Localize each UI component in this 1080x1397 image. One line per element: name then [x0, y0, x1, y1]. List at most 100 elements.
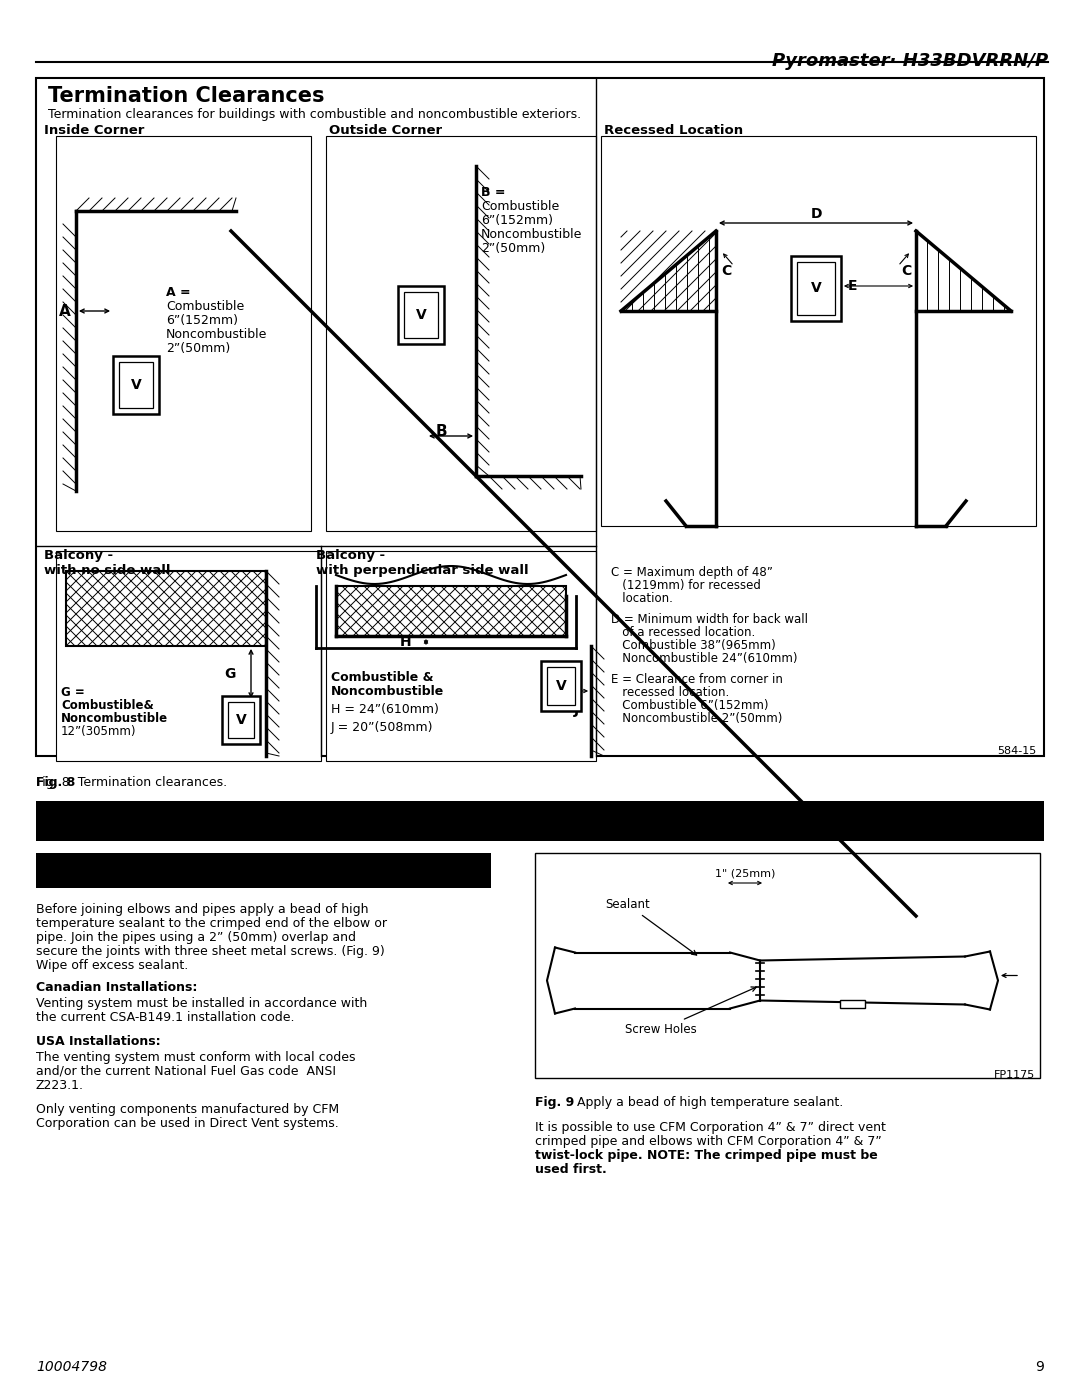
- Text: Fig. 8: Fig. 8: [36, 775, 76, 789]
- Text: crimped pipe and elbows with CFM Corporation 4” & 7”: crimped pipe and elbows with CFM Corpora…: [535, 1134, 881, 1148]
- Text: A: A: [59, 303, 71, 319]
- Text: A =: A =: [166, 286, 191, 299]
- Text: temperature sealant to the crimped end of the elbow or: temperature sealant to the crimped end o…: [36, 916, 387, 930]
- Text: Termination clearances for buildings with combustible and noncombustible exterio: Termination clearances for buildings wit…: [48, 108, 581, 122]
- Text: 12”(305mm): 12”(305mm): [60, 725, 136, 738]
- Text: V: V: [131, 379, 141, 393]
- Text: USA Installations:: USA Installations:: [36, 1035, 161, 1048]
- Text: 1" (25mm): 1" (25mm): [715, 868, 775, 877]
- Text: 10004798: 10004798: [36, 1361, 107, 1375]
- Text: Pyromaster· H33BDVRRN/P: Pyromaster· H33BDVRRN/P: [772, 52, 1048, 70]
- Text: Apply a bead of high temperature sealant.: Apply a bead of high temperature sealant…: [577, 1097, 843, 1109]
- Text: Inside Corner: Inside Corner: [44, 124, 145, 137]
- Text: Fig. 8  Termination clearances.: Fig. 8 Termination clearances.: [36, 775, 227, 789]
- Text: B: B: [436, 425, 447, 439]
- Bar: [36, 800, 1044, 841]
- Bar: [546, 666, 575, 705]
- Text: G =: G =: [60, 686, 84, 698]
- Text: Z223.1.: Z223.1.: [36, 1078, 84, 1092]
- Text: Sealant: Sealant: [605, 898, 697, 956]
- Text: 6”(152mm): 6”(152mm): [481, 214, 553, 226]
- Bar: [36, 78, 1044, 756]
- Text: C = Maximum depth of 48”: C = Maximum depth of 48”: [611, 566, 773, 578]
- Text: Termination Clearances: Termination Clearances: [48, 87, 324, 106]
- Text: Canadian Installations:: Canadian Installations:: [36, 981, 198, 995]
- Text: C: C: [901, 264, 912, 278]
- Text: location.: location.: [611, 592, 673, 605]
- Text: V: V: [235, 712, 246, 726]
- Text: Fig. 9: Fig. 9: [535, 1097, 579, 1109]
- Bar: [541, 661, 581, 711]
- Text: with no side wall: with no side wall: [44, 564, 171, 577]
- Text: Before joining elbows and pipes apply a bead of high: Before joining elbows and pipes apply a …: [36, 902, 368, 916]
- Text: 2”(50mm): 2”(50mm): [481, 242, 545, 256]
- Text: pipe. Join the pipes using a 2” (50mm) overlap and: pipe. Join the pipes using a 2” (50mm) o…: [36, 930, 356, 944]
- Text: secure the joints with three sheet metal screws. (Fig. 9): secure the joints with three sheet metal…: [36, 944, 384, 958]
- Text: Screw Holes: Screw Holes: [625, 986, 756, 1037]
- Text: The venting system must conform with local codes: The venting system must conform with loc…: [36, 1051, 355, 1065]
- Text: Combustible &: Combustible &: [330, 671, 433, 685]
- Text: Recessed Location: Recessed Location: [604, 124, 743, 137]
- Bar: [600, 136, 1036, 527]
- Bar: [336, 585, 566, 636]
- Text: 584-15: 584-15: [997, 746, 1036, 756]
- Text: E = Clearance from corner in: E = Clearance from corner in: [611, 673, 783, 686]
- Text: of a recessed location.: of a recessed location.: [611, 626, 755, 638]
- Bar: [222, 696, 260, 745]
- Bar: [113, 356, 159, 414]
- Text: Balcony -: Balcony -: [44, 549, 113, 562]
- Text: Noncombustible 2”(50mm): Noncombustible 2”(50mm): [611, 712, 782, 725]
- Text: J = 20”(508mm): J = 20”(508mm): [330, 721, 433, 733]
- Text: H: H: [400, 636, 411, 650]
- Bar: [535, 854, 1040, 1078]
- Text: Outside Corner: Outside Corner: [329, 124, 442, 137]
- Text: G: G: [225, 666, 237, 680]
- Text: and/or the current National Fuel Gas code  ANSI: and/or the current National Fuel Gas cod…: [36, 1065, 336, 1078]
- Bar: [36, 854, 491, 888]
- Text: V: V: [555, 679, 566, 693]
- Text: V: V: [811, 282, 822, 296]
- Text: Combustible&: Combustible&: [60, 698, 153, 712]
- Bar: [399, 286, 444, 344]
- Text: D = Minimum width for back wall: D = Minimum width for back wall: [611, 613, 808, 626]
- Text: recessed location.: recessed location.: [611, 686, 729, 698]
- Bar: [56, 550, 321, 761]
- Text: B =: B =: [481, 186, 505, 198]
- Text: Only venting components manufactured by CFM: Only venting components manufactured by …: [36, 1104, 339, 1116]
- Text: Noncombustible: Noncombustible: [330, 685, 444, 698]
- Bar: [797, 263, 835, 314]
- Text: Noncombustible: Noncombustible: [481, 228, 582, 242]
- Bar: [840, 999, 865, 1007]
- Text: Balcony -: Balcony -: [316, 549, 386, 562]
- Bar: [404, 292, 438, 338]
- Text: FP1175: FP1175: [994, 1070, 1035, 1080]
- Text: 6”(152mm): 6”(152mm): [166, 314, 238, 327]
- Bar: [66, 571, 266, 645]
- Bar: [228, 703, 254, 738]
- Text: used first.: used first.: [535, 1162, 607, 1176]
- Text: Wipe off excess sealant.: Wipe off excess sealant.: [36, 958, 188, 972]
- Text: (1219mm) for recessed: (1219mm) for recessed: [611, 578, 761, 592]
- Bar: [56, 136, 311, 531]
- Text: Noncombustible: Noncombustible: [60, 712, 168, 725]
- Text: Venting system must be installed in accordance with: Venting system must be installed in acco…: [36, 997, 367, 1010]
- Text: C: C: [721, 264, 731, 278]
- Text: 2”(50mm): 2”(50mm): [166, 342, 230, 355]
- Bar: [326, 136, 596, 531]
- Text: twist-lock pipe. NOTE: The crimped pipe must be: twist-lock pipe. NOTE: The crimped pipe …: [535, 1148, 878, 1162]
- Text: Noncombustible 24”(610mm): Noncombustible 24”(610mm): [611, 652, 797, 665]
- Text: Combustible: Combustible: [481, 200, 559, 212]
- Bar: [791, 256, 841, 321]
- Text: 9: 9: [1035, 1361, 1044, 1375]
- Text: Combustible 6”(152mm): Combustible 6”(152mm): [611, 698, 769, 712]
- Text: It is possible to use CFM Corporation 4” & 7” direct vent: It is possible to use CFM Corporation 4”…: [535, 1120, 886, 1134]
- Text: Combustible 38”(965mm): Combustible 38”(965mm): [611, 638, 775, 652]
- Text: J: J: [573, 703, 579, 717]
- Text: H = 24”(610mm): H = 24”(610mm): [330, 703, 438, 717]
- Text: with perpendicular side wall: with perpendicular side wall: [316, 564, 528, 577]
- Text: Combustible: Combustible: [166, 300, 244, 313]
- Bar: [326, 550, 596, 761]
- Text: V: V: [416, 307, 427, 321]
- Bar: [119, 362, 153, 408]
- Text: D: D: [810, 207, 822, 221]
